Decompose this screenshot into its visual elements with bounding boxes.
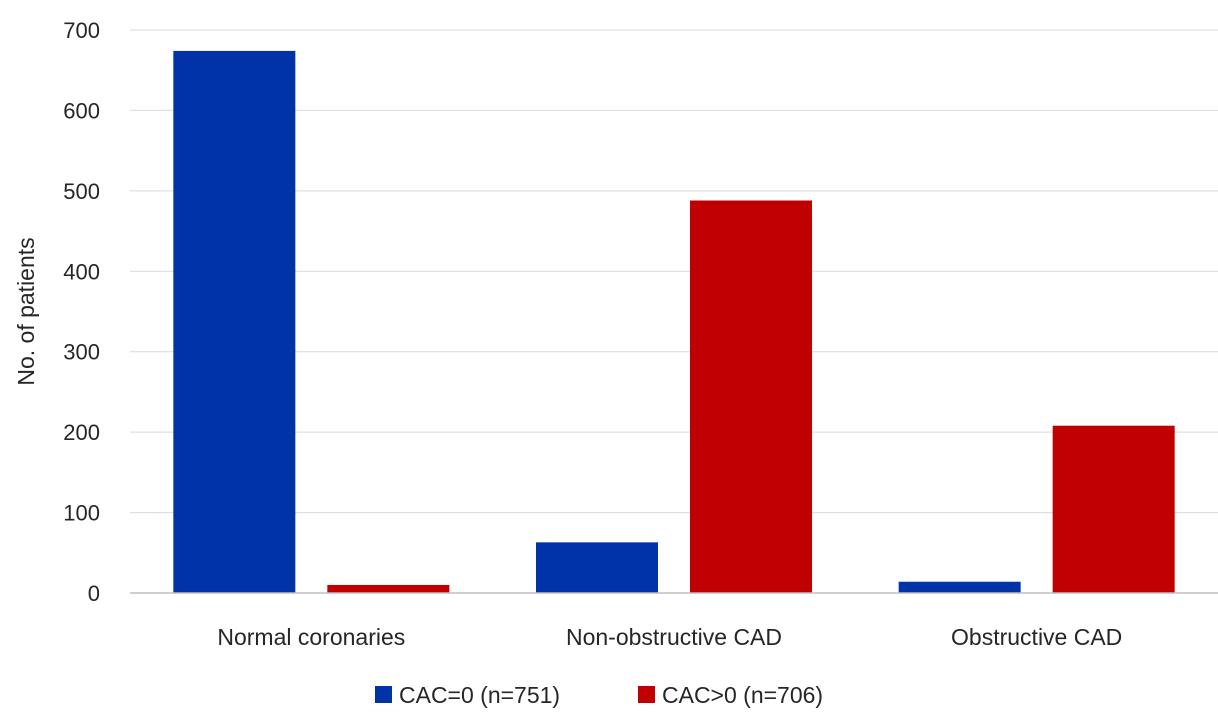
y-tick-label: 500 xyxy=(63,179,100,204)
x-category-label: Obstructive CAD xyxy=(951,624,1122,650)
bars xyxy=(173,50,1175,593)
x-category-label: Normal coronaries xyxy=(217,624,405,650)
legend: CAC=0 (n=751) CAC>0 (n=706) xyxy=(375,682,823,708)
y-tick-label: 0 xyxy=(88,581,100,606)
y-axis-title: No. of patients xyxy=(13,237,39,385)
gridlines xyxy=(130,29,1218,514)
legend-swatch-0 xyxy=(375,686,392,703)
bar-cac0-2 xyxy=(898,581,1021,593)
bar-cac-pos-1 xyxy=(690,200,812,593)
legend-label-1: CAC>0 (n=706) xyxy=(662,682,823,708)
y-tick-label: 600 xyxy=(63,98,100,123)
y-tick-label: 700 xyxy=(63,18,100,43)
y-tick-label: 200 xyxy=(63,420,100,445)
bar-cac0-0 xyxy=(173,50,296,593)
legend-swatch-1 xyxy=(638,686,655,703)
bar-cac-pos-2 xyxy=(1052,425,1175,593)
bar-cac-pos-0 xyxy=(327,584,450,593)
y-tick-label: 100 xyxy=(63,501,100,526)
legend-label-0: CAC=0 (n=751) xyxy=(399,682,560,708)
category-labels: Normal coronaries Non-obstructive CAD Obst… xyxy=(217,624,1122,650)
y-tick-label: 400 xyxy=(63,259,100,284)
y-tick-labels: 0 100 200 300 400 500 600 700 xyxy=(63,18,100,606)
x-category-label: Non-obstructive CAD xyxy=(566,624,782,650)
y-tick-label: 300 xyxy=(63,340,100,365)
bar-cac0-1 xyxy=(536,542,658,593)
